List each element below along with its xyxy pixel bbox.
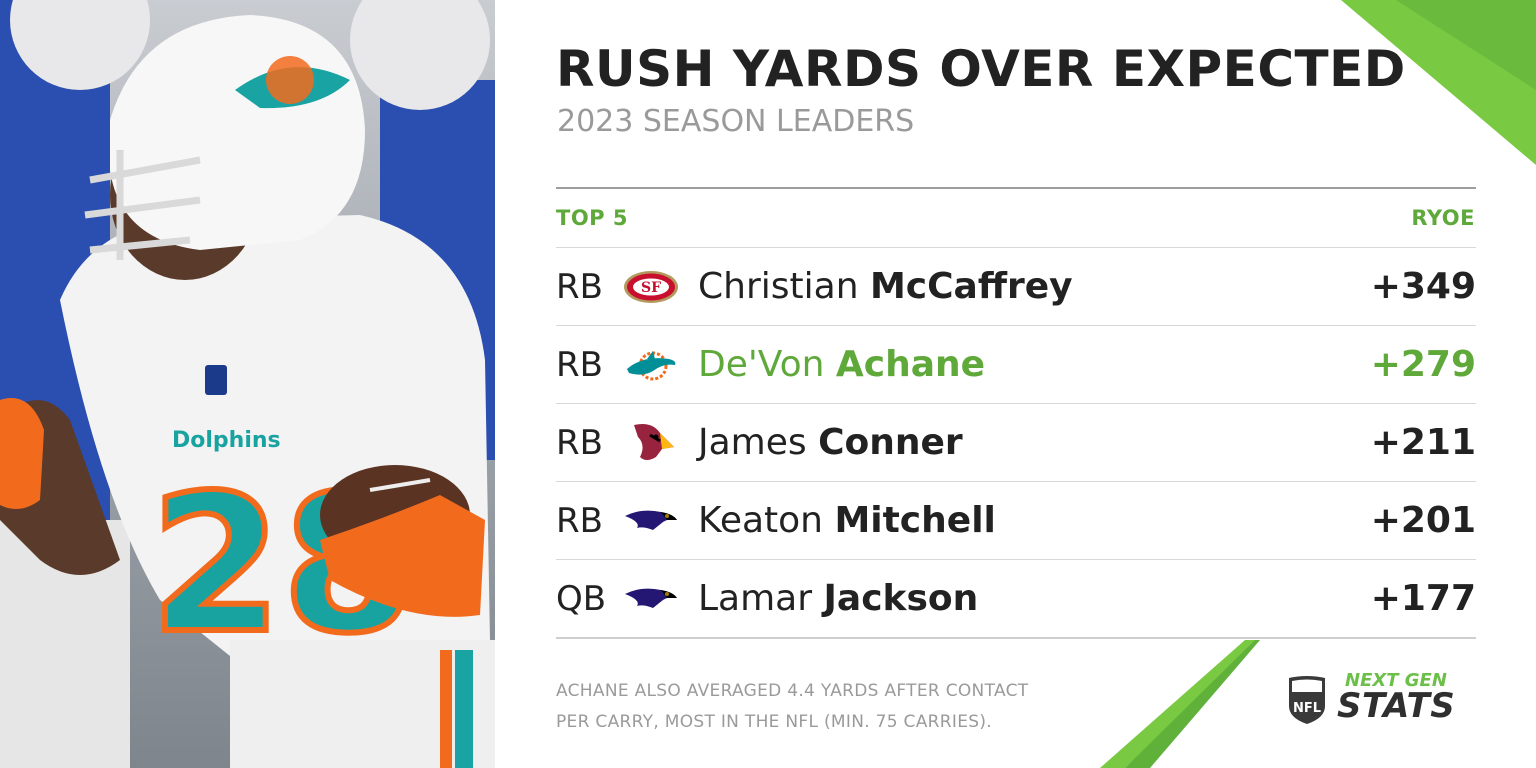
footnote: ACHANE ALSO AVERAGED 4.4 YARDS AFTER CON… xyxy=(556,676,1116,738)
table-row: RB SF Christian McCaffrey +349 xyxy=(556,247,1476,325)
player-position: RB xyxy=(556,500,603,541)
player-last-name: Mitchell xyxy=(834,500,996,541)
49ers-logo-icon: SF xyxy=(606,265,696,309)
player-first-name: James xyxy=(698,422,807,463)
table-row: QB Lamar Jackson +177 xyxy=(556,559,1476,639)
table-row: RB James Conner +211 xyxy=(556,403,1476,481)
column-header-ryoe: RYOE xyxy=(1411,206,1475,230)
svg-text:Dolphins: Dolphins xyxy=(172,428,281,453)
player-name: De'Von Achane xyxy=(696,344,1371,385)
player-first-name: Lamar xyxy=(698,578,813,619)
ryoe-value: +349 xyxy=(1370,266,1476,307)
player-name: Christian McCaffrey xyxy=(696,266,1371,307)
brand-next-gen: NEXT GEN xyxy=(1345,670,1447,691)
player-last-name: Achane xyxy=(835,344,986,385)
player-first-name: Keaton xyxy=(698,500,823,541)
ravens-logo-icon xyxy=(606,577,696,621)
decorative-slash-bottom xyxy=(1100,640,1260,768)
player-position: RB xyxy=(556,266,603,307)
player-position: RB xyxy=(556,344,603,385)
player-name: Keaton Mitchell xyxy=(696,500,1371,541)
page-subtitle: 2023 SEASON LEADERS xyxy=(557,104,915,139)
footnote-line: PER CARRY, MOST IN THE NFL (MIN. 75 CARR… xyxy=(556,712,992,732)
ryoe-value: +211 xyxy=(1370,422,1476,463)
player-name: James Conner xyxy=(696,422,1371,463)
ryoe-value: +177 xyxy=(1370,578,1476,619)
ryoe-value: +201 xyxy=(1370,500,1476,541)
nfl-shield-text: NFL xyxy=(1293,701,1321,716)
dolphins-logo-icon xyxy=(606,343,696,387)
column-header-rank: TOP 5 xyxy=(556,206,628,230)
ryoe-value: +279 xyxy=(1370,344,1476,385)
page-title: RUSH YARDS OVER EXPECTED xyxy=(556,40,1406,98)
player-last-name: Conner xyxy=(818,422,963,463)
svg-text:SF: SF xyxy=(641,280,661,296)
player-photo: 28 Dolphins xyxy=(0,0,495,768)
next-gen-stats-logo: NFL NEXT GEN STATS xyxy=(1285,670,1485,730)
cardinals-logo-icon xyxy=(606,421,696,465)
player-position: QB xyxy=(556,578,607,619)
decorative-slash-top xyxy=(1341,0,1536,165)
player-first-name: De'Von xyxy=(698,344,825,385)
player-name: Lamar Jackson xyxy=(696,578,1371,619)
header-divider xyxy=(556,187,1476,189)
leaders-table: RB SF Christian McCaffrey +349 RB De'Von… xyxy=(556,247,1476,639)
ravens-logo-icon xyxy=(606,499,696,543)
nfl-shield-icon: NFL xyxy=(1289,676,1325,724)
footnote-line: ACHANE ALSO AVERAGED 4.4 YARDS AFTER CON… xyxy=(556,681,1029,701)
table-row: RB Keaton Mitchell +201 xyxy=(556,481,1476,559)
player-position: RB xyxy=(556,422,603,463)
table-row: RB De'Von Achane +279 xyxy=(556,325,1476,403)
player-last-name: Jackson xyxy=(823,578,979,619)
player-last-name: McCaffrey xyxy=(869,266,1073,307)
player-first-name: Christian xyxy=(698,266,859,307)
brand-stats: STATS xyxy=(1337,686,1456,726)
